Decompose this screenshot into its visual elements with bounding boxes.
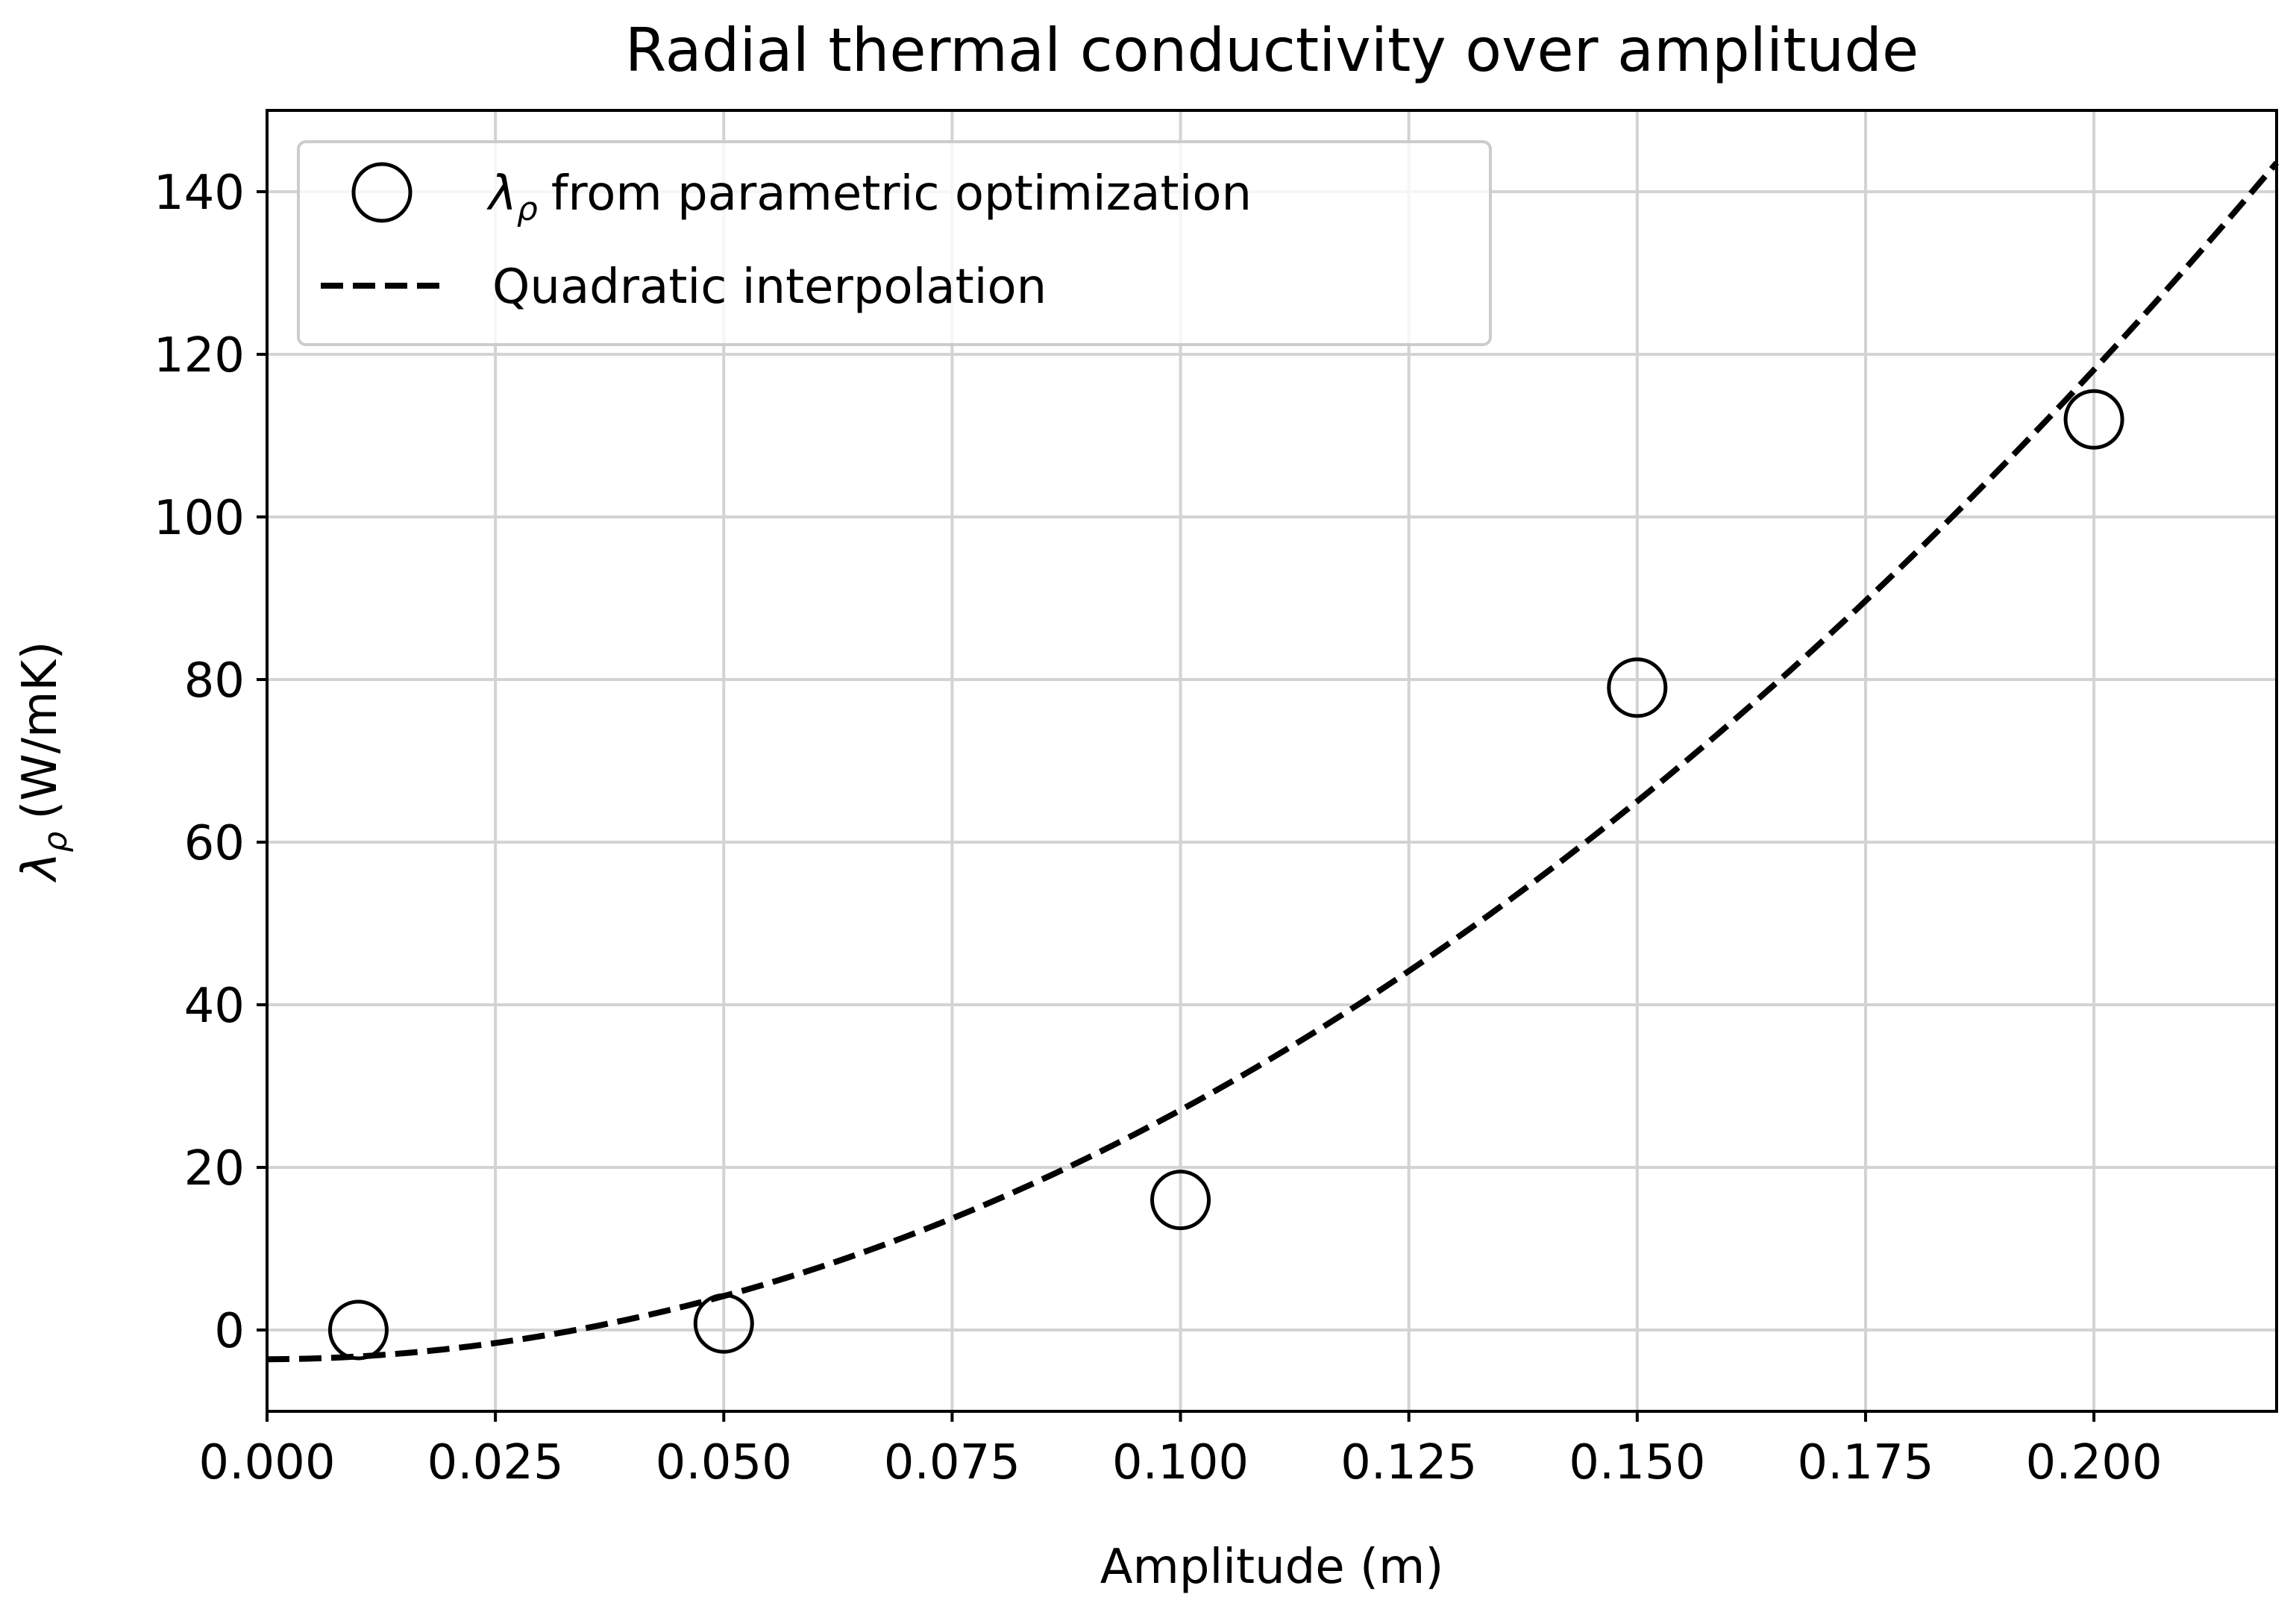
- y-tick-label: 0: [214, 1304, 245, 1359]
- y-axis-label-unit: (W/mK): [13, 642, 68, 820]
- y-tick-label: 80: [184, 653, 245, 709]
- data-point: [2063, 389, 2124, 450]
- y-axis-label-symbol: λ: [13, 853, 68, 883]
- data-point: [693, 1293, 754, 1354]
- x-tick-label: 0.075: [884, 1435, 1020, 1490]
- data-point: [1150, 1170, 1211, 1231]
- legend-points-symbol: λ: [486, 166, 517, 222]
- legend-circle-marker: [351, 162, 413, 223]
- y-axis-label-subscript: ρ: [37, 832, 75, 853]
- legend-label-points: λρ from parametric optimization: [486, 166, 1252, 228]
- legend: λρ from parametric optimization Quadratic…: [297, 140, 1492, 346]
- y-tick-label: 140: [154, 166, 245, 221]
- chart-title: Radial thermal conductivity over amplitu…: [625, 16, 1919, 85]
- y-tick-label: 40: [184, 979, 245, 1034]
- y-tick-label: 120: [154, 328, 245, 383]
- y-tick-label: 60: [184, 816, 245, 871]
- legend-box: [297, 140, 1492, 346]
- legend-points-subscript: ρ: [517, 190, 538, 228]
- data-points: [327, 389, 2124, 1361]
- x-tick-label: 0.025: [427, 1435, 564, 1490]
- x-tick-label: 0.125: [1340, 1435, 1477, 1490]
- y-tick-label: 100: [154, 491, 245, 546]
- x-tick-label: 0.175: [1797, 1435, 1933, 1490]
- plot-area-frame: [266, 109, 2278, 1413]
- x-tick-label: 0.200: [2025, 1435, 2162, 1490]
- x-tick-label: 0.050: [656, 1435, 792, 1490]
- y-axis-label: λρ (W/mK): [13, 642, 75, 883]
- legend-label-fit: Quadratic interpolation: [492, 260, 1047, 315]
- x-tick-label: 0.100: [1112, 1435, 1249, 1490]
- data-point: [1607, 657, 1668, 718]
- x-axis-label: Amplitude (m): [1100, 1540, 1444, 1595]
- data-point: [327, 1299, 389, 1361]
- legend-points-text: from parametric optimization: [551, 166, 1252, 222]
- x-tick-label: 0.000: [198, 1435, 335, 1490]
- x-tick-label: 0.150: [1569, 1435, 1705, 1490]
- y-tick-label: 20: [184, 1141, 245, 1196]
- axis-ticks: 0.000 0.025 0.050 0.075 0.100 0.125 0.150 0.175…: [154, 166, 2162, 1490]
- quadratic-interpolation-line: [266, 160, 2280, 1363]
